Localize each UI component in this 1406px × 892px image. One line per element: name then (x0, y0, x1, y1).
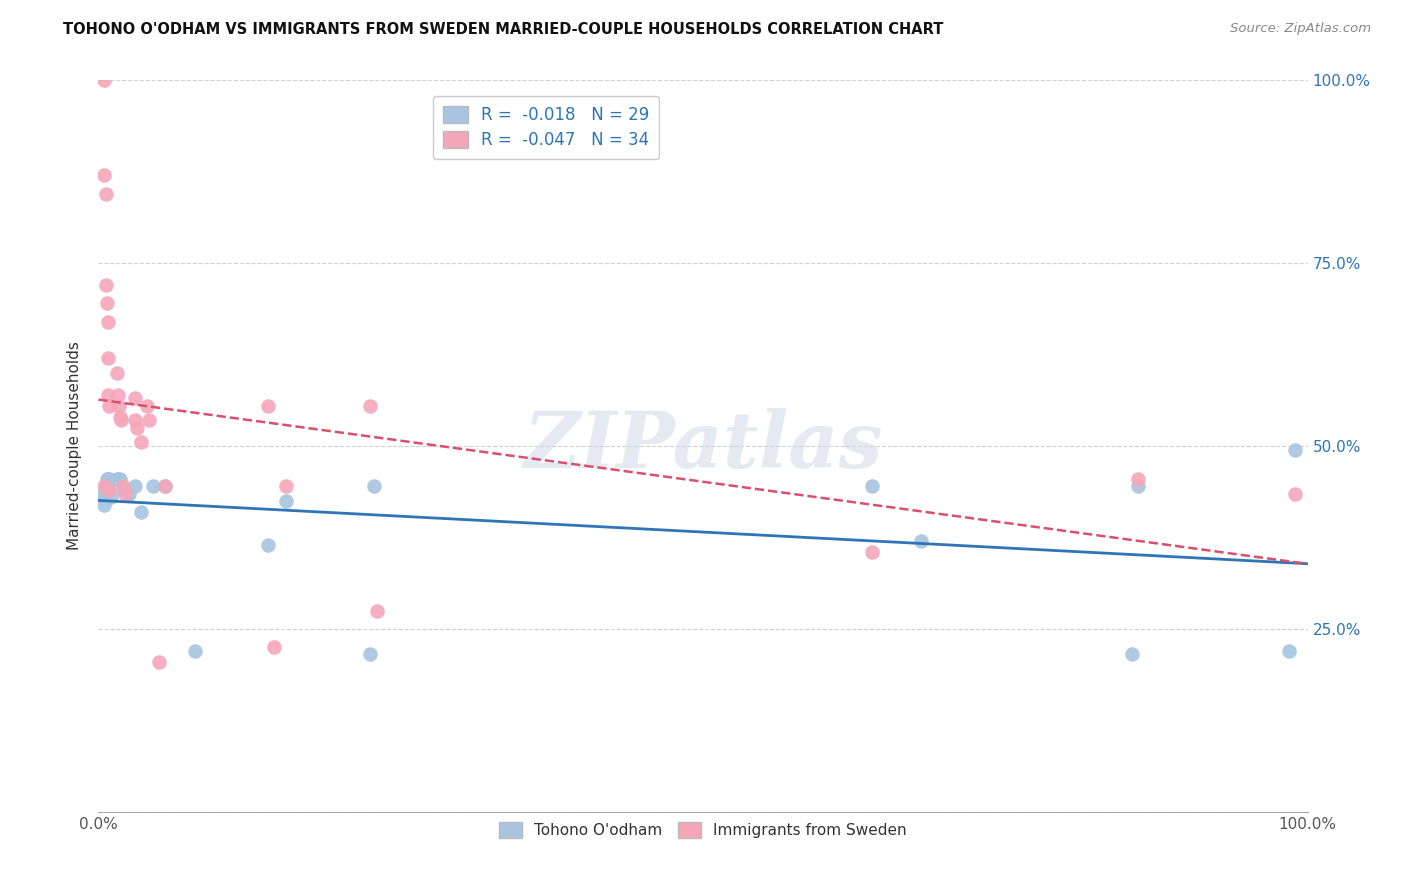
Point (138, 413, 160, 427)
Point (105, 366, 128, 380)
Point (135, 399, 157, 413)
Point (129, 435, 152, 450)
Point (93, 498, 115, 512)
Point (111, 479, 134, 493)
Point (1128, 472, 1150, 486)
Point (94, 278, 117, 293)
Point (153, 479, 176, 493)
Point (100, 490, 122, 504)
Point (94, 186, 117, 201)
Point (114, 486, 136, 500)
Point (118, 486, 141, 500)
Point (93, 169, 115, 183)
Point (124, 479, 146, 493)
Point (96, 472, 118, 486)
Point (256, 538, 278, 552)
Point (124, 392, 146, 406)
Point (1284, 442, 1306, 457)
Legend: Tohono O'odham, Immigrants from Sweden: Tohono O'odham, Immigrants from Sweden (494, 816, 912, 845)
Point (1121, 648, 1143, 662)
Point (860, 545, 883, 559)
Point (1278, 644, 1301, 658)
Point (108, 409, 131, 424)
Point (98, 399, 121, 413)
Point (184, 644, 207, 658)
Point (366, 603, 388, 617)
Text: ZIPatlas: ZIPatlas (523, 408, 883, 484)
Y-axis label: Married-couple Households: Married-couple Households (67, 342, 83, 550)
Point (129, 505, 152, 519)
Point (98, 472, 121, 486)
Point (363, 479, 385, 493)
Point (105, 472, 128, 486)
Point (97, 351, 120, 366)
Point (93, 73, 115, 87)
Point (1128, 479, 1150, 493)
Point (360, 648, 382, 662)
Point (93, 479, 115, 493)
Point (108, 472, 131, 486)
Point (96, 296, 118, 310)
Point (860, 479, 883, 493)
Text: Source: ZipAtlas.com: Source: ZipAtlas.com (1230, 22, 1371, 36)
Point (256, 399, 278, 413)
Point (94, 483, 117, 497)
Point (97, 315, 120, 329)
Point (360, 399, 382, 413)
Point (98, 483, 121, 497)
Point (93, 490, 115, 504)
Text: TOHONO O'ODHAM VS IMMIGRANTS FROM SWEDEN MARRIED-COUPLE HOUSEHOLDS CORRELATION C: TOHONO O'ODHAM VS IMMIGRANTS FROM SWEDEN… (63, 22, 943, 37)
Point (93, 483, 115, 497)
Point (110, 413, 132, 427)
Point (107, 388, 129, 402)
Point (111, 483, 134, 497)
Point (97, 472, 120, 486)
Point (108, 399, 131, 413)
Point (274, 494, 297, 508)
Point (107, 472, 129, 486)
Point (263, 640, 285, 655)
Point (124, 413, 146, 427)
Point (127, 421, 149, 435)
Point (910, 534, 932, 549)
Point (274, 479, 297, 493)
Point (1284, 486, 1306, 500)
Point (97, 483, 120, 497)
Point (153, 479, 176, 493)
Point (142, 479, 165, 493)
Point (148, 655, 170, 669)
Point (97, 388, 120, 402)
